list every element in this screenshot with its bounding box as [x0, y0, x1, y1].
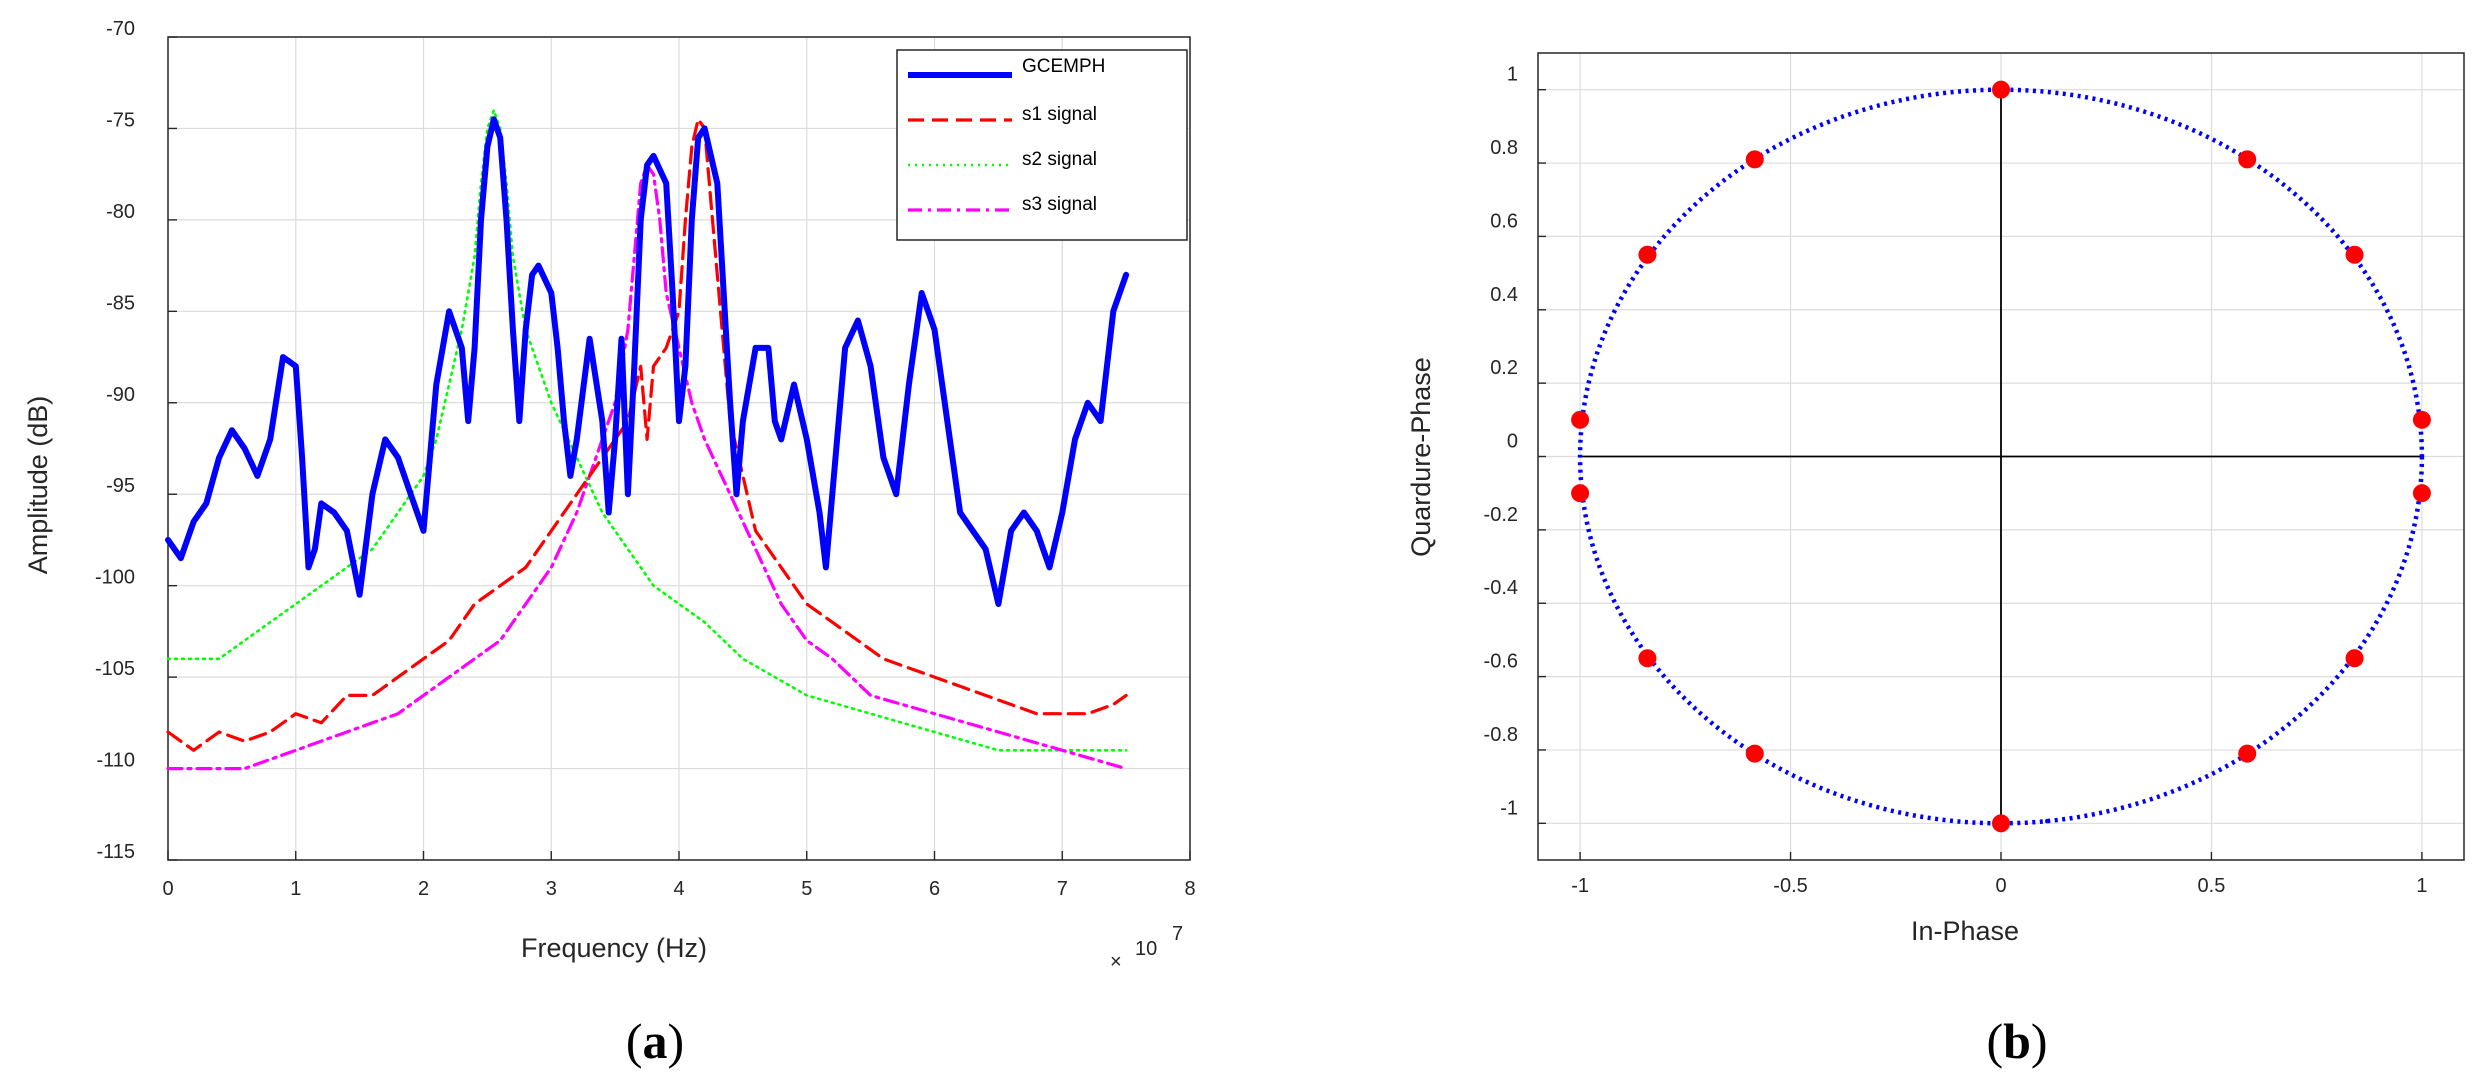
b-point-12	[1638, 245, 1657, 264]
chart-b-x-ticks: -1 -0.5 0 0.5 1	[1571, 852, 2427, 897]
b-xtick-label-3: 0.5	[2198, 875, 2226, 897]
a-xtick-label-4: 4	[673, 878, 684, 900]
a-ytick-label-2: -80	[106, 201, 135, 223]
a-xtick-label-7: 7	[1057, 878, 1068, 900]
b-point-6	[2238, 744, 2257, 763]
a-xtick-label-2: 2	[418, 878, 429, 900]
b-xtick-label-2: 0	[1995, 875, 2006, 897]
a-ytick-label-8: -110	[96, 750, 135, 772]
b-point-3	[2412, 410, 2431, 429]
b-point-0	[1992, 80, 2010, 99]
a-ytick-label-0: -70	[106, 18, 135, 40]
b-ytick-label-5: 0	[1507, 431, 1518, 453]
b-point-8	[1745, 744, 1764, 763]
caption-b: (b)	[1986, 1013, 2047, 1069]
b-ytick-label-6: -0.2	[1484, 504, 1518, 526]
b-point-13	[1745, 150, 1764, 169]
a-xtick-label-1: 1	[290, 878, 301, 900]
b-ytick-label-2: 0.6	[1490, 210, 1518, 232]
b-xtick-label-1: -0.5	[1773, 875, 1807, 897]
a-ytick-label-6: -100	[95, 567, 135, 589]
a-xtick-label-6: 6	[929, 878, 940, 900]
chart-b-points	[1571, 80, 2431, 833]
b-xtick-label-4: 1	[2416, 875, 2427, 897]
legend-label-s3: s3 signal	[1022, 194, 1097, 215]
b-circle-trace	[1577, 87, 2425, 826]
a-xtick-label-3: 3	[546, 878, 557, 900]
chart-b-x-axis-label: In-Phase	[1911, 916, 2019, 946]
multiplier-times-sign: ×	[1110, 951, 1122, 973]
b-point-1	[2238, 150, 2257, 169]
series-s2-signal	[166, 108, 1128, 752]
legend-label-s1: s1 signal	[1022, 104, 1097, 125]
a-ytick-label-3: -85	[106, 292, 135, 314]
legend-label-s2: s2 signal	[1022, 149, 1097, 170]
chart-a: 0 1 2 3 4 5 6 7 8 -70 -75 -80 -85 -90 -95 -100 -105 -110…	[23, 18, 1196, 1069]
a-ytick-label-1: -75	[106, 109, 135, 131]
b-point-4	[2412, 484, 2431, 503]
chart-a-y-axis-label: Amplitude (dB)	[23, 396, 53, 575]
b-ytick-label-8: -0.6	[1484, 651, 1518, 673]
chart-a-series	[165, 108, 1130, 771]
series-s1-signal	[166, 117, 1128, 752]
series-s3-signal	[166, 163, 1128, 771]
b-point-7	[1992, 814, 2010, 833]
chart-b-y-ticks: 1 0.8 0.6 0.4 0.2 0 -0.2 -0.4 -0.6 -0.8 -1	[1484, 64, 1546, 825]
a-xtick-label-5: 5	[801, 878, 812, 900]
b-point-11	[1571, 410, 1590, 429]
b-ytick-label-1: 0.8	[1490, 137, 1518, 159]
legend-label-gcemph: GCEMPH	[1022, 56, 1105, 77]
a-xtick-label-8: 8	[1184, 878, 1195, 900]
a-xtick-label-0: 0	[162, 878, 173, 900]
b-ytick-label-3: 0.4	[1490, 284, 1518, 306]
chart-b-y-axis-label: Quardure-Phase	[1406, 357, 1436, 557]
chart-a-legend: GCEMPH s1 signal s2 signal s3 signal	[896, 49, 1188, 241]
a-ytick-label-7: -105	[95, 658, 135, 680]
chart-b-center-axes	[1580, 89, 2422, 824]
multiplier-exponent: 7	[1172, 923, 1183, 945]
b-ytick-label-10: -1	[1500, 797, 1518, 819]
legend-box	[896, 49, 1188, 241]
a-ytick-label-4: -90	[106, 384, 135, 406]
chart-a-y-ticks: -70 -75 -80 -85 -90 -95 -100 -105 -110 -115	[95, 18, 177, 863]
a-ytick-label-5: -95	[106, 475, 135, 497]
a-ytick-label-9: -115	[96, 841, 135, 863]
multiplier-base: 10	[1135, 938, 1157, 960]
caption-b-letter: b	[2003, 1013, 2031, 1069]
b-point-9	[1638, 649, 1657, 668]
chart-a-x-multiplier: × 10 7	[1110, 923, 1183, 973]
chart-a-x-ticks: 0 1 2 3 4 5 6 7 8	[162, 851, 1196, 900]
b-ytick-label-4: 0.2	[1490, 357, 1518, 379]
b-ytick-label-0: 1	[1507, 64, 1518, 86]
b-point-10	[1571, 484, 1590, 503]
b-point-5	[2345, 649, 2364, 668]
b-ytick-label-9: -0.8	[1484, 724, 1518, 746]
b-point-2	[2345, 245, 2364, 264]
chart-b-unit-circle	[1577, 87, 2425, 826]
chart-b: -1 -0.5 0 0.5 1 1 0.8 0.6 0.4 0.2 0 -0.2 -0.4 -0.6 -0…	[1406, 52, 2465, 1069]
b-ytick-label-7: -0.4	[1484, 577, 1518, 599]
caption-a-letter: a	[643, 1013, 668, 1069]
caption-a: (a)	[626, 1013, 684, 1069]
series-gcemph	[165, 116, 1130, 607]
chart-a-x-axis-label: Frequency (Hz)	[521, 933, 707, 963]
b-xtick-label-0: -1	[1571, 875, 1589, 897]
